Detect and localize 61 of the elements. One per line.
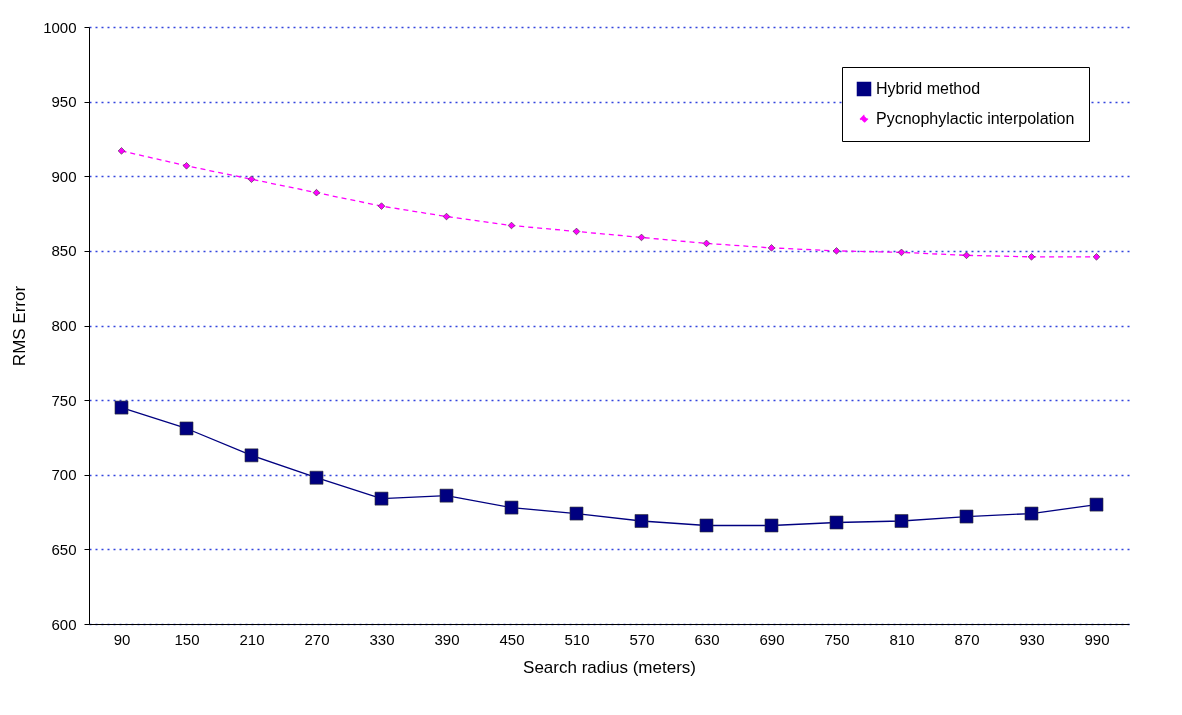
x-tick-label: 210 [239,630,265,648]
point [897,248,906,257]
point [247,175,256,183]
x-tick-label: 690 [759,630,785,648]
point [374,491,389,506]
point [182,162,191,170]
legend-label: Hybrid method [876,80,981,97]
x-tick-label: 990 [1084,630,1110,648]
legend-label: Pycnophylactic interpolation [876,110,1075,127]
point [1089,497,1104,512]
y-tick-label: 700 [51,466,77,484]
point [1027,253,1036,261]
point [1092,253,1101,261]
x-tick-label: 570 [629,630,655,648]
point [634,514,649,528]
x-tick-label: 390 [434,630,460,648]
x-tick-label: 150 [174,630,200,648]
y-tick-label: 750 [51,391,77,409]
point [504,500,519,515]
x-axis-title: Search radius (meters) [523,657,696,677]
x-tick-label: 750 [824,630,850,648]
y-tick-label: 600 [51,615,77,633]
y-tick-label: 1000 [43,18,77,36]
y-tick-label: 900 [51,167,77,185]
point [569,506,584,521]
point [309,470,324,485]
y-tick-label: 850 [51,242,77,260]
point [699,518,714,533]
point [117,147,126,155]
point [572,227,581,236]
x-tick-label: 90 [113,630,131,648]
point [702,239,711,248]
point [244,448,259,463]
point [442,212,451,221]
x-tick-label: 930 [1019,630,1045,648]
y-tick-label: 800 [51,317,77,334]
point [764,518,779,533]
x-tick-label: 330 [369,630,395,648]
point [179,421,194,436]
x-tick-label: 450 [499,630,525,648]
point [767,244,776,252]
x-tick-label: 270 [304,630,330,648]
y-axis-title: RMS Error [10,285,30,367]
point [1024,506,1039,521]
point [312,189,321,197]
point [959,509,974,524]
point [114,400,129,415]
x-tick-label: 870 [954,630,980,648]
x-tick-label: 510 [564,630,590,648]
y-tick-label: 650 [51,540,77,558]
point [377,202,386,210]
x-tick-label: 630 [694,630,720,648]
x-tick-label: 810 [889,630,915,648]
point [439,488,454,503]
point [507,221,516,230]
y-tick-label: 950 [51,93,77,111]
point [962,251,971,260]
point [832,247,841,255]
point [894,514,909,528]
point [637,233,646,242]
point [829,515,844,530]
